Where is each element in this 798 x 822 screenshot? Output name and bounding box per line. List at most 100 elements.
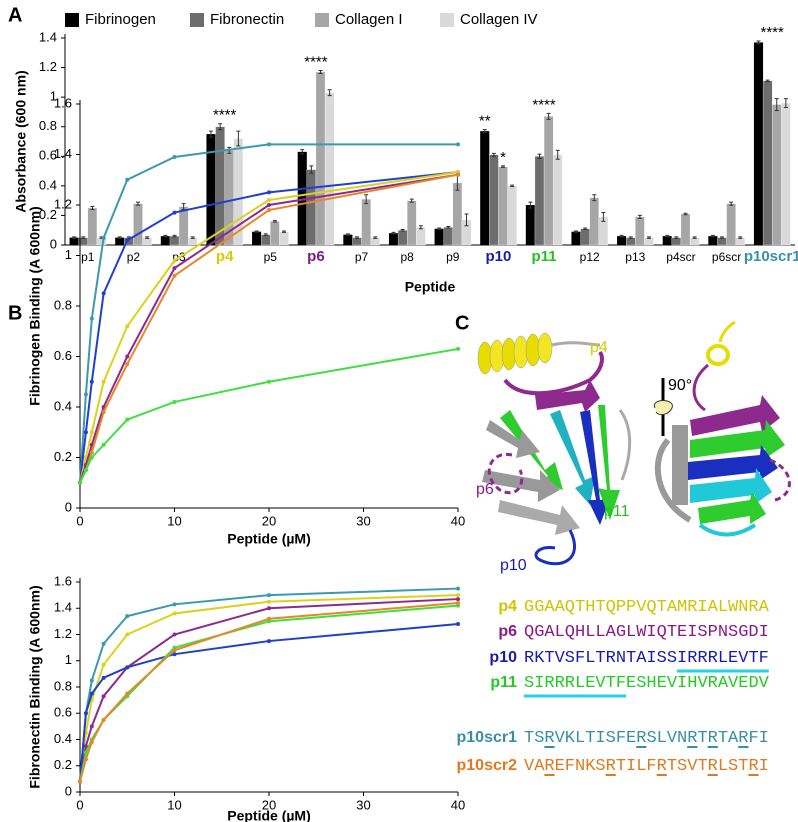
legend-label: Collagen I — [335, 11, 403, 28]
bar — [306, 169, 317, 246]
point — [89, 678, 94, 683]
bar — [543, 116, 554, 246]
error-bar — [628, 236, 633, 239]
bar — [115, 237, 125, 245]
point — [125, 238, 130, 243]
error-bar — [546, 112, 551, 120]
error-bar — [720, 236, 724, 239]
x-tick-label: 30 — [356, 797, 370, 812]
sequence-part: T — [697, 729, 707, 748]
error-bar — [136, 201, 140, 206]
bar — [407, 200, 417, 246]
line — [79, 602, 459, 782]
bar — [69, 237, 79, 245]
x-tick-label: 10 — [167, 513, 181, 528]
structure-label: p6 — [476, 481, 494, 498]
error-bar — [528, 201, 533, 209]
error-bar — [647, 236, 651, 239]
y-tick-label: 0.8 — [54, 678, 72, 693]
sequence-part: I — [759, 757, 769, 776]
error-bar — [774, 98, 779, 111]
bar — [87, 207, 98, 246]
strand — [486, 420, 540, 458]
point — [83, 744, 88, 749]
point — [125, 417, 130, 422]
error-bar — [81, 236, 86, 239]
coil — [692, 363, 710, 412]
x-tick-label: p9 — [446, 250, 460, 264]
error-bar — [355, 236, 359, 239]
strand — [498, 500, 580, 535]
bar — [553, 154, 563, 246]
bar — [261, 234, 271, 246]
bar — [726, 203, 736, 246]
error-bar — [364, 194, 369, 205]
significance: * — [500, 149, 506, 166]
x-tick-label: p6scr — [712, 250, 741, 264]
line — [79, 347, 459, 484]
point — [456, 586, 460, 591]
point — [172, 611, 177, 616]
coil — [718, 320, 736, 343]
point — [172, 602, 177, 607]
error-bar — [90, 206, 95, 211]
point — [89, 316, 94, 321]
point — [267, 197, 271, 202]
significance: **** — [761, 24, 785, 41]
y-tick-label: 0.2 — [54, 757, 72, 772]
y-tick-label: 1.4 — [54, 600, 72, 615]
bar — [571, 231, 581, 245]
x-tick-label: 0 — [76, 797, 83, 812]
x-tick-label: p7 — [355, 250, 369, 264]
helix — [706, 344, 730, 366]
bar — [617, 236, 627, 245]
point — [101, 235, 106, 240]
bar — [662, 236, 672, 245]
sequence-name: p10scr1 — [457, 729, 518, 746]
structure-label: 90° — [668, 377, 692, 394]
x-tick-label: p8 — [401, 250, 415, 264]
point — [83, 392, 88, 397]
point — [267, 606, 271, 611]
point — [89, 379, 94, 384]
error-bar — [373, 236, 378, 239]
bar — [343, 234, 353, 245]
error-bar — [236, 130, 241, 147]
y-tick-label: 1.2 — [39, 59, 57, 74]
error-bar — [601, 211, 606, 222]
bar — [252, 231, 262, 245]
structure-label: p4 — [590, 339, 608, 356]
sequence-part: VA — [524, 757, 545, 776]
x-tick-label: 30 — [356, 513, 370, 528]
legend-label: Collagen IV — [460, 11, 538, 28]
error-bar — [345, 233, 350, 236]
sequence-part: GGAAQTHTQPPVQTAMRIALWNRA — [524, 598, 770, 617]
panel-letter: A — [8, 4, 22, 26]
point — [125, 691, 130, 696]
bar — [434, 228, 444, 245]
significance: **** — [213, 107, 237, 124]
loop — [534, 529, 577, 566]
sequence-part: TS — [524, 729, 544, 748]
x-tick-label: p10scr1 — [744, 248, 798, 265]
error-bar — [464, 213, 469, 227]
point — [456, 593, 460, 598]
sequence-part: R — [708, 729, 718, 748]
y-axis-label: Fibrinogen Binding (A 600nm) — [27, 206, 43, 405]
sequence-name: p10 — [489, 649, 517, 666]
error-bar — [537, 153, 542, 160]
point — [172, 266, 177, 271]
error-bar — [738, 236, 743, 239]
point — [456, 172, 460, 177]
coil — [654, 437, 692, 523]
sequence-part: RKTVSFLTRNTAISS — [524, 649, 677, 668]
line — [79, 173, 459, 484]
legend-label: Fibrinogen — [85, 11, 156, 28]
y-axis-label: Fibronectin Binding (A 600nm) — [27, 585, 43, 788]
bar — [416, 227, 426, 246]
point — [456, 601, 460, 605]
error-bar — [409, 198, 414, 203]
sequence: RKTVSFLTRNTAISSIRRRLEVTF — [524, 649, 769, 668]
bar — [680, 213, 691, 246]
